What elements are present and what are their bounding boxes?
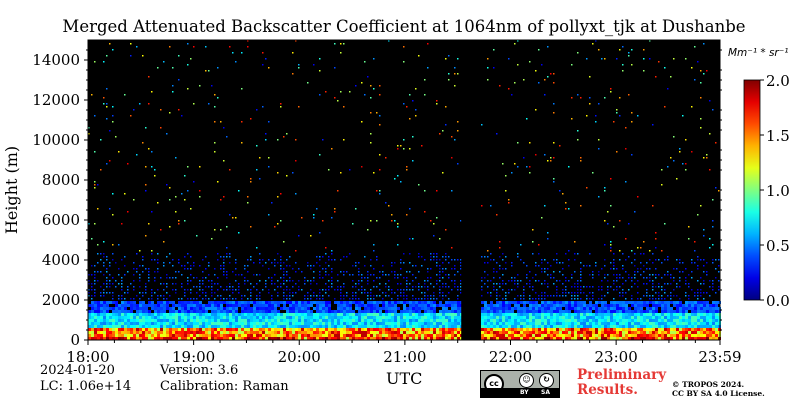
heatmap-cells bbox=[88, 40, 721, 340]
colorbar bbox=[743, 79, 761, 301]
lidar-constant-label: LC: 1.06e+14 bbox=[40, 379, 132, 394]
colorbar-tick-label: 1.0 bbox=[766, 182, 790, 200]
preliminary-line-1: Preliminary bbox=[577, 367, 667, 383]
colorbar-tick-label: 0.5 bbox=[766, 237, 790, 255]
y-axis-label: Height (m) bbox=[2, 146, 21, 234]
colorbar-units: Mm⁻¹ * sr⁻¹ bbox=[728, 47, 789, 59]
x-tick-label: 23:59 bbox=[698, 348, 741, 366]
x-tick-label: 21:00 bbox=[383, 348, 426, 366]
y-tick-label: 6000 bbox=[42, 211, 80, 229]
version-label: Version: 3.6 bbox=[160, 363, 239, 378]
y-tick-label: 4000 bbox=[42, 251, 80, 269]
x-tick-label: 19:00 bbox=[172, 348, 215, 366]
data-gap bbox=[461, 40, 479, 340]
x-axis-label: UTC bbox=[386, 369, 423, 388]
attribution-icon: ☺ bbox=[519, 373, 534, 388]
date-label: 2024-01-20 bbox=[40, 363, 115, 378]
colorbar-tick-label: 0.0 bbox=[766, 292, 790, 310]
preliminary-line-2: Results. bbox=[577, 382, 638, 398]
badge-by-text: BY bbox=[520, 389, 529, 396]
x-tick-label: 23:00 bbox=[595, 348, 638, 366]
badge-sa-text: SA bbox=[541, 389, 550, 396]
calibration-label: Calibration: Raman bbox=[160, 379, 289, 394]
y-tick-label: 2000 bbox=[42, 291, 80, 309]
copyright-line-2: CC BY SA 4.0 License. bbox=[672, 389, 765, 398]
cc-license-badge: cc ☺ ↻ BY SA bbox=[480, 370, 560, 398]
y-tick-label: 10000 bbox=[32, 131, 80, 149]
y-tick-label: 12000 bbox=[32, 91, 80, 109]
y-tick-label: 14000 bbox=[32, 51, 80, 69]
colorbar-tick-label: 1.5 bbox=[766, 127, 790, 145]
copyright-notice: © TROPOS 2024. CC BY SA 4.0 License. bbox=[672, 380, 765, 398]
preliminary-notice: Preliminary Results. bbox=[577, 368, 666, 398]
x-tick-label: 22:00 bbox=[489, 348, 532, 366]
y-tick-label: 0 bbox=[70, 331, 80, 349]
chart-title: Merged Attenuated Backscatter Coefficien… bbox=[62, 17, 746, 36]
x-tick-label: 20:00 bbox=[278, 348, 321, 366]
badge-bar bbox=[481, 388, 559, 397]
y-tick-label: 8000 bbox=[42, 171, 80, 189]
x-tick-label: 18:00 bbox=[66, 348, 109, 366]
share-alike-icon: ↻ bbox=[539, 373, 554, 388]
colorbar-tick-label: 2.0 bbox=[766, 72, 790, 90]
copyright-line-1: © TROPOS 2024. bbox=[672, 380, 745, 389]
